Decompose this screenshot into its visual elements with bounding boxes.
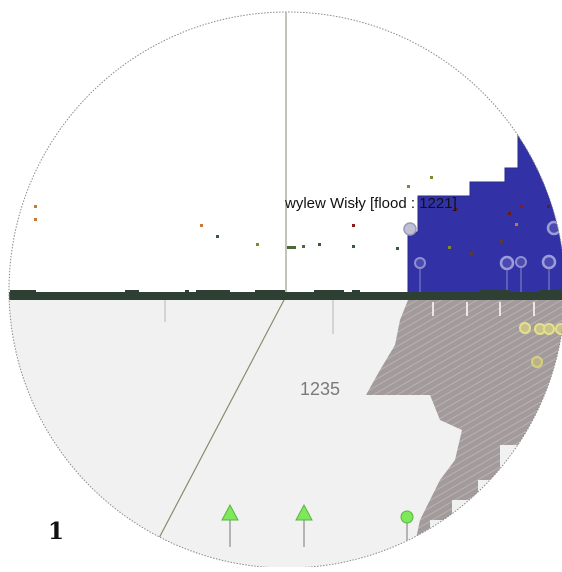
lens-border bbox=[8, 11, 562, 569]
page-number: 1 bbox=[48, 518, 65, 545]
timeline-band[interactable] bbox=[0, 290, 562, 300]
timeline-ticks-white bbox=[432, 302, 535, 316]
ring-marker-icon bbox=[515, 256, 527, 268]
event-label: wylew Wisły [flood : 1221] bbox=[284, 195, 457, 212]
yellow-ring-markers[interactable] bbox=[519, 322, 562, 368]
circle-marker-icon[interactable] bbox=[400, 510, 414, 547]
ring-marker-icon bbox=[541, 254, 557, 270]
striped-area bbox=[366, 300, 562, 567]
perspective-line bbox=[157, 299, 285, 541]
scattered-markers bbox=[34, 176, 550, 255]
timeline-ticks bbox=[164, 300, 334, 334]
ring-marker-icon bbox=[414, 257, 426, 269]
triangle-marker-icon[interactable] bbox=[295, 503, 313, 547]
ring-marker-icon bbox=[499, 255, 515, 271]
ring-marker-icon bbox=[403, 222, 417, 236]
year-label: 1235 bbox=[300, 379, 340, 399]
triangle-marker-icon[interactable] bbox=[221, 503, 239, 547]
